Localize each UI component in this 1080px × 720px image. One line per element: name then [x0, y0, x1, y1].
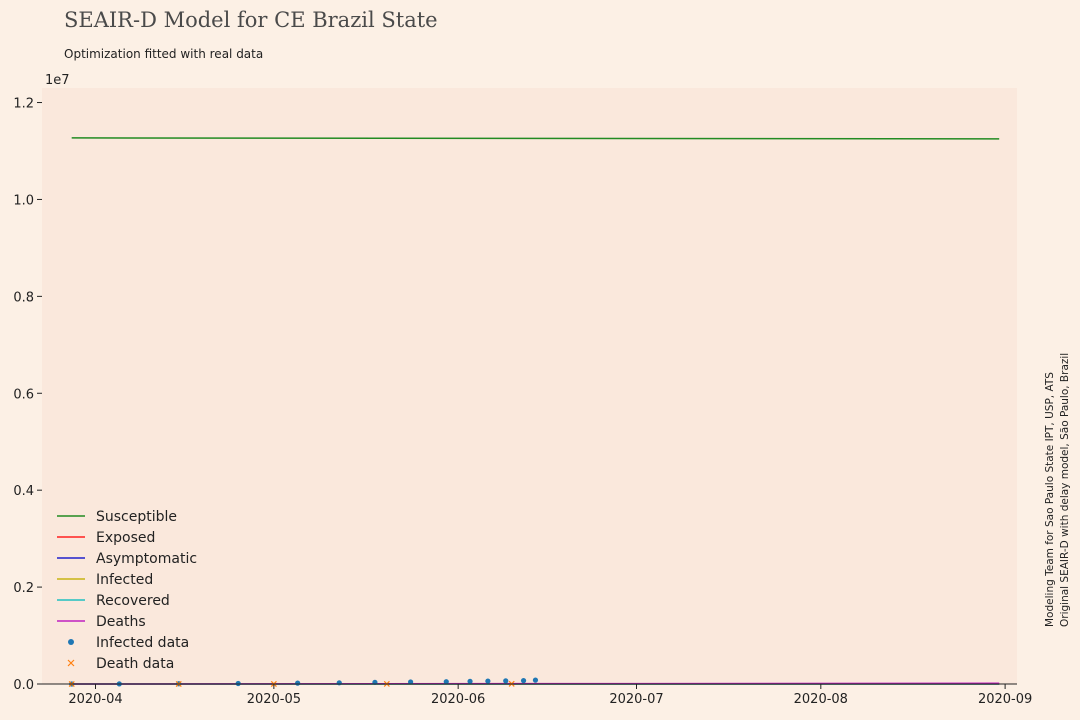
legend-label-susceptible: Susceptible — [96, 509, 177, 525]
y-tick-label: 1.0 — [13, 193, 34, 208]
x-axis: 2020-04 2020-05 2020-06 2020-07 2020-08 2020-… — [68, 684, 1032, 707]
legend-swatch-infected-data — [68, 639, 74, 645]
legend-label-recovered: Recovered — [96, 593, 170, 609]
y-tick-label: 0.0 — [13, 678, 34, 693]
infected-data-point — [503, 678, 509, 684]
y-offset-label: 1e7 — [45, 73, 70, 88]
infected-data-point — [520, 678, 527, 684]
x-tick-label: 2020-07 — [609, 692, 663, 707]
y-axis: 0.0 0.2 0.4 0.6 0.8 1.0 1.2 — [13, 97, 42, 693]
infected-data-point — [485, 678, 491, 684]
legend-swatch-death-data — [67, 659, 75, 667]
x-tick-label: 2020-04 — [68, 692, 122, 707]
credit-line-2: Original SEAIR-D with delay model, São P… — [1059, 353, 1071, 627]
y-tick-label: 1.2 — [13, 97, 34, 112]
legend-label-infected-data: Infected data — [96, 635, 189, 651]
x-tick-label: 2020-09 — [978, 692, 1032, 707]
legend-label-asymptomatic: Asymptomatic — [96, 551, 197, 567]
credit-line-1: Modeling Team for Sao Paulo State IPT, U… — [1044, 372, 1056, 627]
plot-area — [42, 88, 1017, 684]
y-tick-label: 0.6 — [13, 387, 34, 402]
chart-title: SEAIR-D Model for CE Brazil State — [64, 8, 438, 32]
infected-data-point — [407, 679, 414, 685]
x-tick-label: 2020-06 — [431, 692, 485, 707]
infected-data-point — [532, 677, 539, 683]
x-tick-label: 2020-08 — [794, 692, 848, 707]
infected-data-point — [336, 680, 342, 686]
infected-data-point — [467, 678, 473, 684]
y-tick-label: 0.4 — [13, 484, 34, 499]
legend-label-infected: Infected — [96, 572, 153, 588]
legend-label-exposed: Exposed — [96, 530, 155, 546]
x-tick-label: 2020-05 — [247, 692, 301, 707]
infected-data-point — [295, 680, 301, 686]
legend-label-deaths: Deaths — [96, 614, 146, 630]
series-line-susceptible — [71, 137, 1000, 140]
legend-label-death-data: Death data — [96, 656, 174, 672]
legend: Susceptible Exposed Asymptomatic Infected Re… — [57, 509, 197, 672]
y-tick-label: 0.2 — [13, 581, 34, 596]
chart-subtitle: Optimization fitted with real data — [64, 47, 263, 61]
infected-data-point — [443, 679, 449, 685]
y-tick-label: 0.8 — [13, 290, 34, 305]
